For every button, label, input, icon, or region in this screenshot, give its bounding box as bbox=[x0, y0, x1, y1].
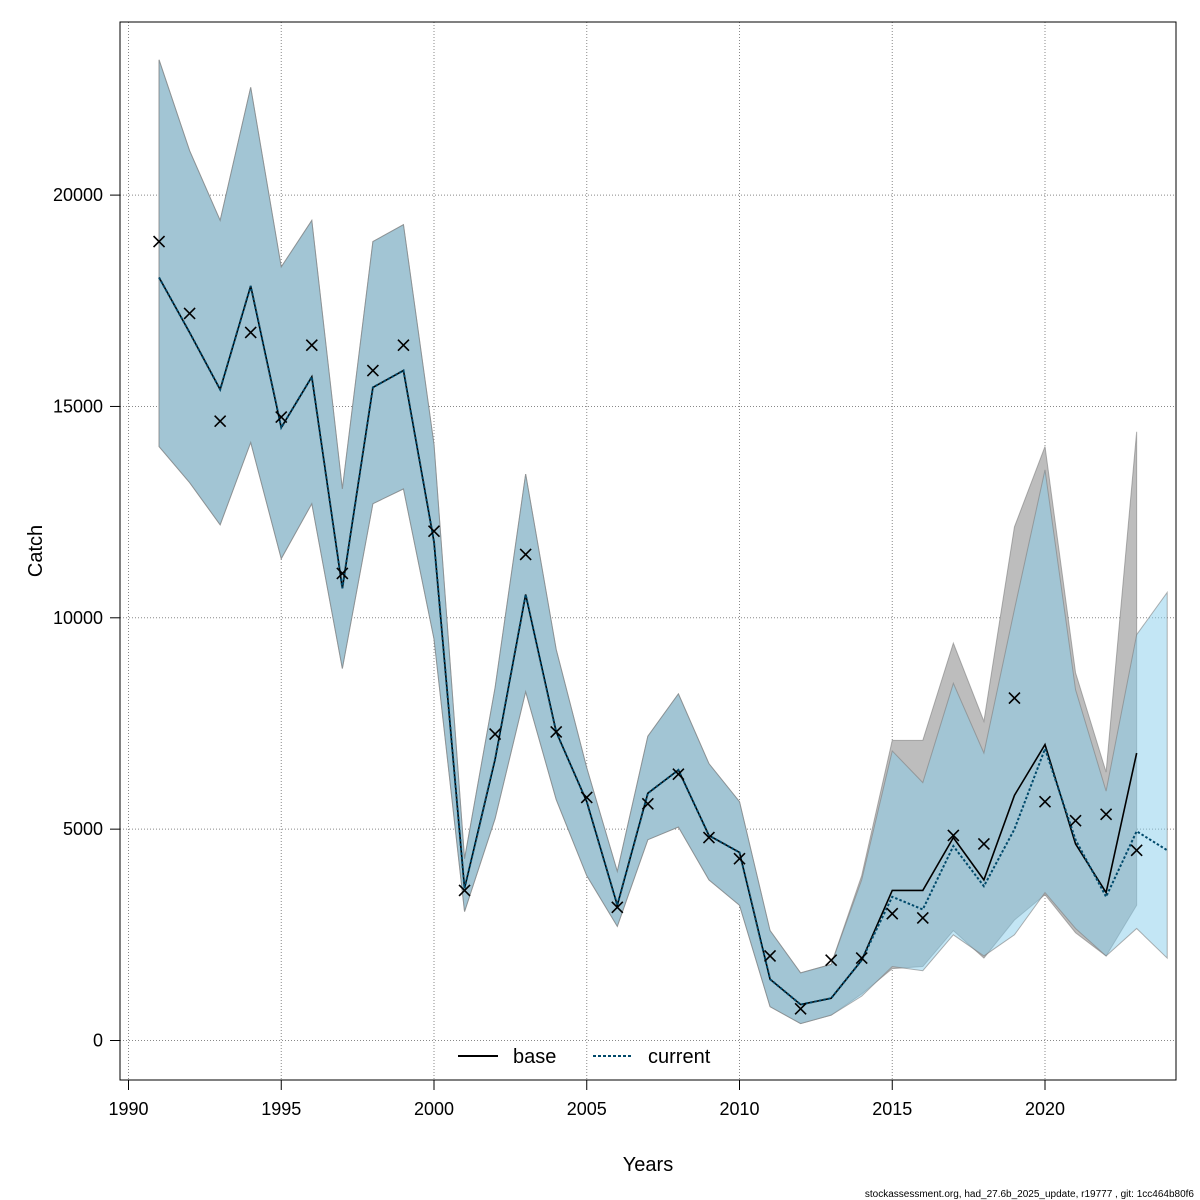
x-tick-label: 2000 bbox=[414, 1099, 454, 1119]
y-axis-title: Catch bbox=[25, 525, 47, 577]
observed-point bbox=[397, 339, 410, 352]
series-lines bbox=[158, 277, 1168, 1006]
observed-point bbox=[458, 884, 471, 897]
legend-current-label: current bbox=[648, 1046, 711, 1068]
observed-point bbox=[1130, 844, 1143, 857]
footer-note: stockassessment.org, had_27.6b_2025_upda… bbox=[865, 1189, 1195, 1200]
observed-point bbox=[763, 949, 777, 963]
observed-point bbox=[214, 415, 227, 428]
observed-point bbox=[947, 829, 960, 842]
observed-point bbox=[733, 852, 746, 865]
observed-point bbox=[702, 831, 716, 844]
observed-point bbox=[977, 837, 990, 851]
y-tick-label: 15000 bbox=[53, 396, 103, 416]
observed-point bbox=[611, 901, 624, 914]
x-tick-label: 1995 bbox=[261, 1099, 301, 1119]
observed-point bbox=[825, 954, 838, 967]
observed-points bbox=[152, 235, 1143, 1015]
observed-point bbox=[244, 326, 257, 339]
observed-point bbox=[152, 235, 166, 248]
observed-point bbox=[580, 791, 593, 804]
x-tick-label: 2015 bbox=[872, 1099, 912, 1119]
observed-point bbox=[519, 548, 532, 561]
legend: base current bbox=[458, 1046, 711, 1068]
observed-point bbox=[489, 727, 502, 741]
y-tick-label: 10000 bbox=[53, 608, 103, 628]
confidence-bands bbox=[158, 59, 1168, 1025]
observed-point bbox=[641, 797, 654, 810]
x-axis-title: Years bbox=[623, 1154, 673, 1176]
x-tick-label: 2010 bbox=[719, 1099, 759, 1119]
observed-point bbox=[855, 952, 868, 965]
legend-base-label: base bbox=[513, 1046, 556, 1068]
observed-point bbox=[275, 410, 288, 424]
observed-point bbox=[550, 725, 563, 738]
observed-point bbox=[1008, 692, 1021, 705]
current-confidence-band bbox=[158, 59, 1168, 1025]
observed-point bbox=[183, 307, 196, 320]
axes: 1990 1995 2000 2005 2010 2015 2020 0 5000 10000 15… bbox=[53, 185, 1065, 1119]
y-tick-label: 20000 bbox=[53, 185, 103, 205]
observed-point bbox=[916, 911, 929, 924]
current-line bbox=[158, 277, 1168, 1006]
observed-point bbox=[427, 525, 441, 538]
observed-point bbox=[336, 567, 349, 580]
observed-point bbox=[794, 1002, 807, 1015]
x-tick-label: 2005 bbox=[567, 1099, 607, 1119]
observed-point bbox=[1100, 808, 1113, 821]
x-tick-label: 1990 bbox=[108, 1099, 148, 1119]
y-tick-label: 0 bbox=[93, 1031, 103, 1051]
observed-point bbox=[672, 768, 685, 781]
y-tick-label: 5000 bbox=[63, 819, 103, 839]
x-tick-label: 2020 bbox=[1025, 1099, 1065, 1119]
observed-point bbox=[1038, 795, 1052, 808]
observed-point bbox=[366, 364, 379, 377]
observed-point bbox=[886, 907, 899, 920]
observed-point bbox=[1069, 814, 1082, 827]
observed-point bbox=[305, 339, 318, 352]
